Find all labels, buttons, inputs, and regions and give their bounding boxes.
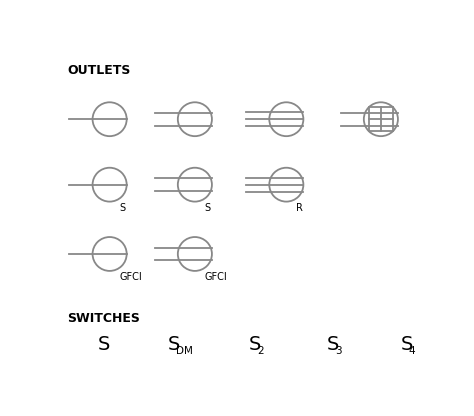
Text: 2: 2	[258, 347, 264, 357]
Text: S: S	[327, 335, 339, 354]
Text: S: S	[98, 335, 110, 354]
Text: S: S	[119, 203, 125, 213]
Text: S: S	[168, 335, 180, 354]
Text: GFCI: GFCI	[204, 272, 227, 282]
Text: GFCI: GFCI	[119, 272, 142, 282]
Text: R: R	[296, 203, 302, 213]
Text: 3: 3	[335, 347, 342, 357]
Text: SWITCHES: SWITCHES	[67, 312, 140, 325]
Text: S: S	[400, 335, 413, 354]
Bar	[369, 107, 393, 131]
Text: S: S	[249, 335, 262, 354]
Text: DM: DM	[176, 347, 193, 357]
Text: OUTLETS: OUTLETS	[67, 64, 130, 77]
Text: S: S	[204, 203, 210, 213]
Text: 4: 4	[409, 347, 415, 357]
